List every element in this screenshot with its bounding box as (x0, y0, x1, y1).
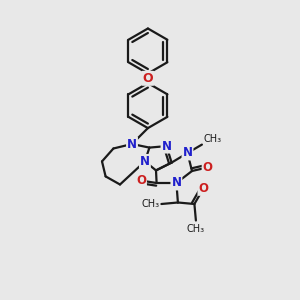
Text: O: O (142, 72, 153, 85)
Text: N: N (140, 155, 150, 168)
Text: N: N (127, 137, 137, 151)
Text: N: N (161, 140, 172, 153)
Text: O: O (198, 182, 208, 195)
Text: CH₃: CH₃ (203, 134, 221, 144)
Text: N: N (171, 176, 182, 190)
Text: CH₃: CH₃ (187, 224, 205, 233)
Text: O: O (136, 174, 146, 187)
Text: O: O (202, 161, 213, 174)
Text: N: N (182, 146, 193, 160)
Text: CH₃: CH₃ (142, 199, 160, 209)
